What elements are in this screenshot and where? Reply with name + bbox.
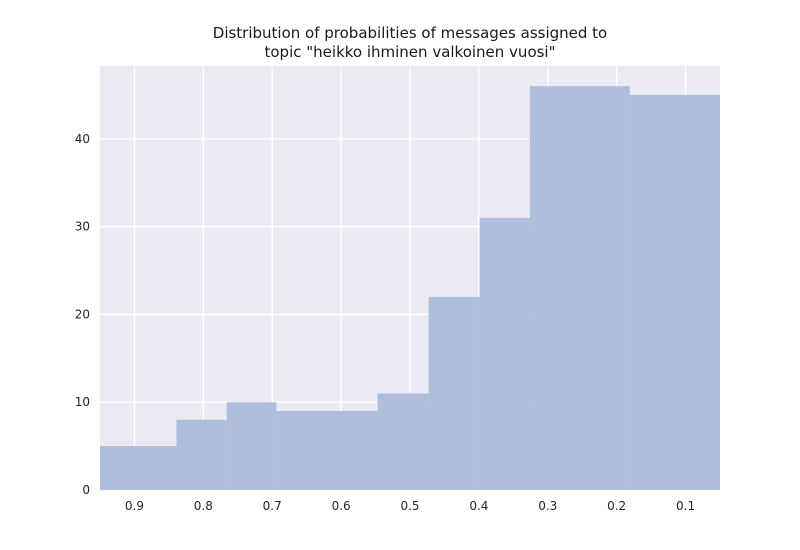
x-tick-label-4: 0.5 xyxy=(400,499,419,513)
y-tick-label-1: 10 xyxy=(75,395,90,409)
chart-title-line-1: Distribution of probabilities of message… xyxy=(212,24,608,42)
y-tick-label-0: 0 xyxy=(82,483,90,497)
chart-title: Distribution of probabilities of message… xyxy=(100,24,720,62)
chart-title-line-2: topic "heikko ihminen valkoinen vuosi" xyxy=(264,43,556,61)
x-tick-label-0: 0.9 xyxy=(125,499,144,513)
histogram-bar-0 xyxy=(100,446,177,490)
y-tick-label-2: 20 xyxy=(75,307,90,321)
x-tick-label-6: 0.3 xyxy=(538,499,557,513)
x-tick-label-1: 0.8 xyxy=(194,499,213,513)
histogram-bar-2 xyxy=(226,402,277,490)
x-tick-label-7: 0.2 xyxy=(607,499,626,513)
x-tick-label-3: 0.6 xyxy=(332,499,351,513)
y-tick-label-4: 40 xyxy=(75,132,90,146)
histogram-bar-6 xyxy=(479,217,530,490)
histogram-bar-7 xyxy=(529,86,630,490)
x-tick-label-8: 0.1 xyxy=(676,499,695,513)
x-tick-label-5: 0.4 xyxy=(469,499,488,513)
y-tick-label-3: 30 xyxy=(75,220,90,234)
histogram-bar-8 xyxy=(629,94,720,491)
histogram-bar-4 xyxy=(377,393,429,490)
histogram-bar-5 xyxy=(428,296,480,490)
histogram-bar-3 xyxy=(276,410,378,490)
histogram-bar-1 xyxy=(176,419,227,490)
x-tick-label-2: 0.7 xyxy=(263,499,282,513)
